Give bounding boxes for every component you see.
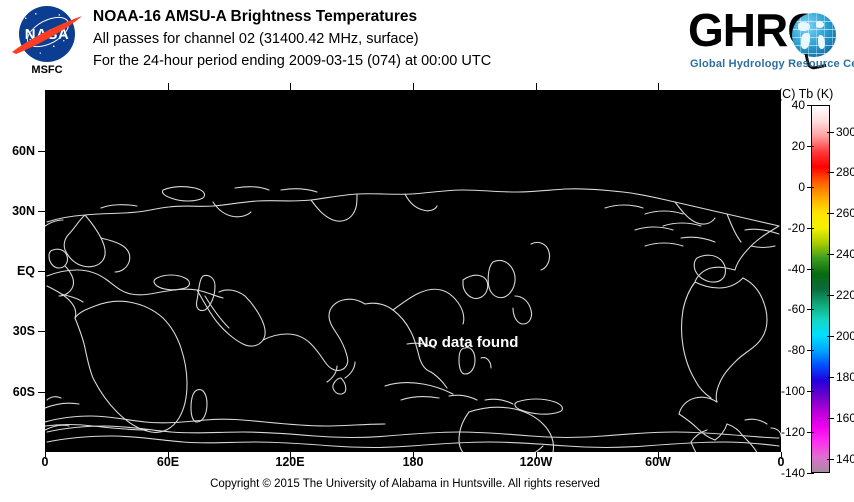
colorbar-tick-right-200 xyxy=(827,336,834,338)
colorbar-label-kelvin-180: 180 xyxy=(836,369,854,384)
subtitle-period: For the 24-hour period ending 2009-03-15… xyxy=(93,53,492,69)
colorbar-tick-right-260 xyxy=(827,213,834,215)
copyright-notice: Copyright © 2015 The University of Alaba… xyxy=(210,478,600,490)
ghrc-logo: GHRC Global Hydrology Resource Center xyxy=(688,4,854,76)
colorbar-label-kelvin-140: 140 xyxy=(836,451,854,466)
colorbar-tick-left--60 xyxy=(807,309,814,311)
map-panel: No data found xyxy=(38,83,782,459)
ghrc-globe-icon xyxy=(792,13,836,57)
colorbar-tick-right-240 xyxy=(827,254,834,256)
colorbar-label-celsius--20: -20 xyxy=(787,220,805,235)
colorbar-tick-right-280 xyxy=(827,172,834,174)
colorbar-tick-right-220 xyxy=(827,295,834,297)
y-tick-EQ xyxy=(38,271,45,272)
colorbar-tick-right-160 xyxy=(827,417,834,419)
colorbar-tick-right-180 xyxy=(827,376,834,378)
colorbar-label-kelvin-240: 240 xyxy=(836,247,854,262)
x-axis-label-60W: 60W xyxy=(645,455,671,469)
colorbar-label-celsius--140: -140 xyxy=(780,466,805,480)
colorbar-label-kelvin-160: 160 xyxy=(836,410,854,425)
colorbar-label-celsius--120: -120 xyxy=(780,425,805,440)
x-tick-60W-top xyxy=(658,83,660,90)
ghrc-subtitle: Global Hydrology Resource Center xyxy=(690,58,854,70)
colorbar-label-celsius-20: 20 xyxy=(791,138,805,153)
colorbar-tick-left--40 xyxy=(807,268,814,270)
colorbar-tick-left-40 xyxy=(807,105,814,106)
x-axis-label-180: 180 xyxy=(402,455,424,469)
colorbar-gradient xyxy=(812,106,829,472)
colorbar-tick-left-20 xyxy=(807,145,814,147)
x-tick-180-top xyxy=(413,83,414,90)
x-tick-60E-top xyxy=(167,83,169,90)
x-tick-0-bottom xyxy=(45,452,46,459)
colorbar-tick-left--20 xyxy=(807,227,814,229)
subtitle-channel: All passes for channel 02 (31400.42 MHz,… xyxy=(93,31,419,47)
colorbar-label-kelvin-280: 280 xyxy=(836,165,854,180)
colorbar-label-celsius--60: -60 xyxy=(787,302,805,317)
x-tick-120W-bottom xyxy=(535,452,537,459)
y-axis-label-60S: 60S xyxy=(12,385,35,399)
colorbar-title: (C) Tb (K) xyxy=(778,87,834,101)
x-tick-60W-bottom xyxy=(658,452,660,459)
nasa-logo: NASA MSFC xyxy=(8,6,86,80)
x-axis-label-360: 0 xyxy=(777,455,785,469)
y-axis-label-30N: 30N xyxy=(12,204,35,218)
no-data-message: No data found xyxy=(417,334,519,351)
colorbar-tick-right-300 xyxy=(827,131,834,133)
colorbar-label-celsius-0: 0 xyxy=(798,179,805,194)
y-axis-label-30S: 30S xyxy=(12,324,35,338)
map-canvas[interactable]: No data found xyxy=(45,90,781,452)
x-tick-360-bottom xyxy=(781,452,782,459)
colorbar-tick-right-140 xyxy=(827,458,834,460)
x-axis-label-60E: 60E xyxy=(156,455,180,469)
colorbar-label-celsius--100: -100 xyxy=(780,384,805,399)
colorbar-tick-left--120 xyxy=(807,432,814,434)
colorbar-label-celsius-40: 40 xyxy=(791,98,805,112)
colorbar-label-kelvin-200: 200 xyxy=(836,329,854,344)
x-tick-60E-bottom xyxy=(167,452,169,459)
colorbar-label-kelvin-300: 300 xyxy=(836,124,854,139)
colorbar-tick-left--80 xyxy=(807,350,814,352)
coastlines xyxy=(45,186,781,452)
colorbar-label-celsius--40: -40 xyxy=(787,261,805,276)
y-axis-label-EQ: EQ xyxy=(16,264,35,278)
x-tick-120W-top xyxy=(535,83,537,90)
colorbar[interactable] xyxy=(811,105,830,473)
x-axis-label-120W: 120W xyxy=(519,455,553,469)
y-tick-30S xyxy=(38,331,45,332)
x-axis-label-0: 0 xyxy=(41,455,49,469)
colorbar-tick-left-0 xyxy=(807,186,814,188)
colorbar-label-kelvin-260: 260 xyxy=(836,206,854,221)
y-axis-label-60N: 60N xyxy=(12,144,35,158)
colorbar-tick-left--100 xyxy=(807,391,814,393)
y-tick-60N xyxy=(38,151,45,152)
nasa-center-label: MSFC xyxy=(31,64,63,76)
colorbar-label-kelvin-220: 220 xyxy=(836,288,854,303)
title-block: NOAA-16 AMSU-A Brightness Temperatures A… xyxy=(93,6,491,72)
y-tick-60S xyxy=(38,392,45,393)
x-tick-180-bottom xyxy=(413,452,414,459)
page-title: NOAA-16 AMSU-A Brightness Temperatures xyxy=(93,8,418,25)
colorbar-tick-left--140 xyxy=(807,473,814,474)
colorbar-label-celsius--80: -80 xyxy=(787,343,805,358)
nasa-swoosh-icon xyxy=(12,16,82,54)
x-tick-120E-bottom xyxy=(290,452,292,459)
x-tick-120E-top xyxy=(290,83,292,90)
y-tick-30N xyxy=(38,211,45,212)
x-axis-label-120E: 120E xyxy=(275,455,305,469)
